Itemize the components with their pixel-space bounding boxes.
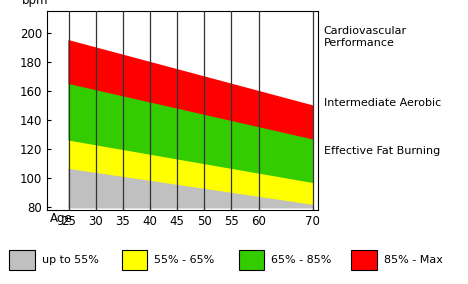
Text: 55% - 65%: 55% - 65% — [154, 255, 215, 265]
Text: bpm: bpm — [22, 0, 49, 7]
Text: 65% - 85%: 65% - 85% — [271, 255, 332, 265]
Text: Intermediate Aerobic: Intermediate Aerobic — [324, 98, 441, 108]
Text: Cardiovascular
Performance: Cardiovascular Performance — [324, 26, 407, 48]
Text: up to 55%: up to 55% — [42, 255, 99, 265]
Text: 85% - Max: 85% - Max — [384, 255, 443, 265]
Text: Effective Fat Burning: Effective Fat Burning — [324, 145, 440, 156]
Text: Age: Age — [50, 212, 72, 225]
